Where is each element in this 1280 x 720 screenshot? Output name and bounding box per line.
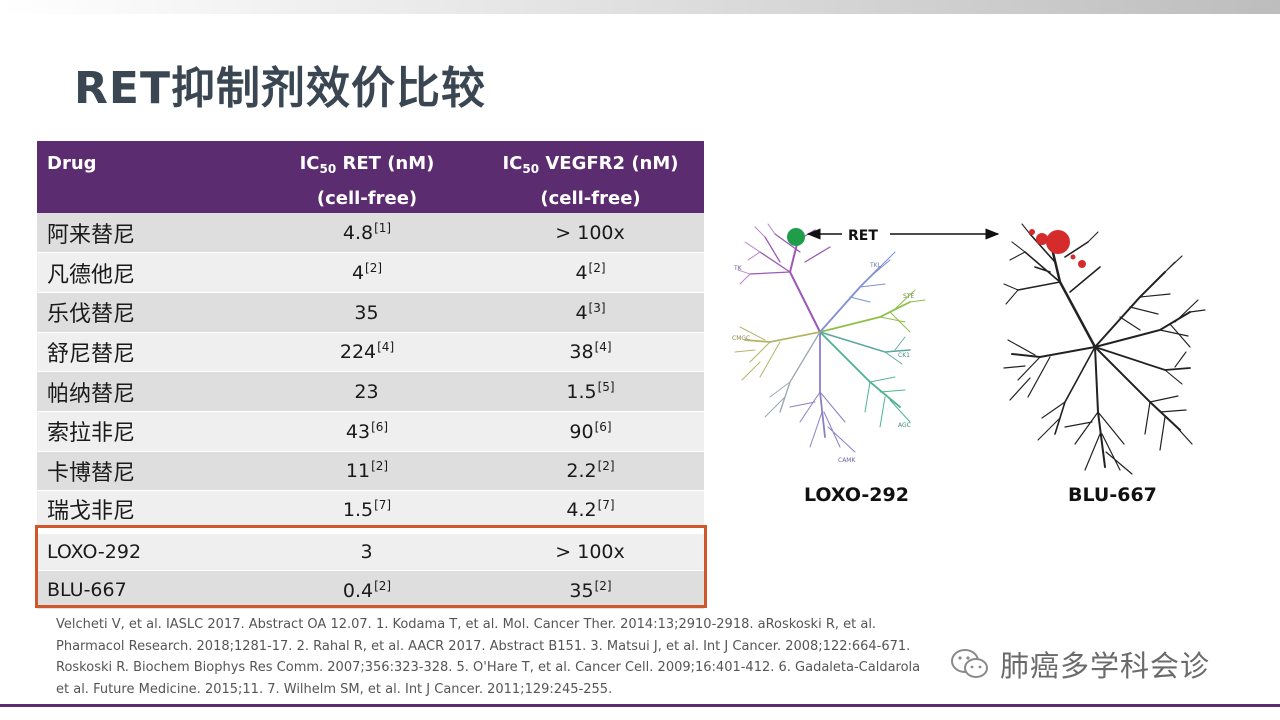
- table-row: 索拉非尼 43[6] 90[6]: [37, 411, 704, 452]
- table-row: 卡博替尼 11[2] 2.2[2]: [37, 451, 704, 492]
- ic50-ret-value: 3: [257, 527, 477, 571]
- top-gradient-bar: [0, 0, 1280, 14]
- family-label-tk: TK: [733, 265, 743, 272]
- drug-name: 阿来替尼: [37, 213, 257, 254]
- reference-line: Roskoski R. Biochem Biophys Res Comm. 20…: [56, 660, 921, 675]
- ic50-vegfr2-value: 35[2]: [477, 570, 704, 611]
- ic50-vegfr2-value: 2.2[2]: [477, 451, 704, 492]
- ic50-comparison-table: Drug IC50 RET (nM) (cell-free) IC50 VEGF…: [37, 141, 704, 611]
- wechat-watermark: 肺癌多学科会诊: [950, 642, 1210, 686]
- drug-name: 乐伐替尼: [37, 292, 257, 333]
- header-drug: Drug: [37, 141, 257, 213]
- ret-hit-green-dot: [787, 228, 805, 246]
- family-label-ste: STE: [903, 293, 914, 300]
- caption-blu-667: BLU-667: [1068, 484, 1157, 506]
- ret-label: RET: [848, 228, 878, 244]
- loxo-292-kinome-tree: [734, 223, 926, 453]
- drug-name: 舒尼替尼: [37, 332, 257, 373]
- ic50-vegfr2-value: 4[3]: [477, 292, 704, 333]
- family-label-ck1: CK1: [898, 352, 910, 359]
- family-label-cmgc: CMGC: [732, 335, 750, 342]
- off-target-hit-red-dot: [1029, 229, 1035, 235]
- drug-name: 瑞戈非尼: [37, 490, 257, 531]
- bottom-accent-line: [0, 704, 1280, 707]
- reference-line: Velcheti V, et al. IASLC 2017. Abstract …: [56, 617, 877, 632]
- watermark-text: 肺癌多学科会诊: [1000, 649, 1211, 683]
- reference-line: Pharmacol Research. 2018;1281-17. 2. Rah…: [56, 638, 911, 654]
- ic50-vegfr2-value: 90[6]: [477, 411, 704, 452]
- table-row: 舒尼替尼 224[4] 38[4]: [37, 332, 704, 373]
- blu-667-kinome-tree: [1003, 223, 1206, 475]
- off-target-hit-red-dot: [1036, 233, 1048, 245]
- table-row: 帕纳替尼 23 1.5[5]: [37, 371, 704, 412]
- table-row-highlighted: BLU-667 0.4[2] 35[2]: [37, 570, 704, 611]
- slide-title: RET抑制剂效价比较: [74, 63, 486, 114]
- family-label-tkl: TKL: [869, 262, 882, 269]
- ic50-ret-value: 1.5[7]: [257, 490, 477, 531]
- off-target-hit-red-dot: [1070, 254, 1076, 260]
- table-row: 乐伐替尼 35 4[3]: [37, 292, 704, 333]
- drug-name: LOXO-292: [37, 527, 257, 571]
- drug-name: 凡德他尼: [37, 252, 257, 293]
- caption-loxo-292: LOXO-292: [804, 484, 909, 506]
- drug-name: 索拉非尼: [37, 411, 257, 452]
- ic50-ret-value: 35: [257, 292, 477, 333]
- wechat-icon: [951, 649, 988, 678]
- header-ic50-ret: IC50 RET (nM) (cell-free): [257, 141, 477, 213]
- table-row: 阿来替尼 4.8[1] > 100x: [37, 213, 704, 254]
- table-row: 瑞戈非尼 1.5[7] 4.2[7]: [37, 490, 704, 531]
- ic50-ret-value: 4.8[1]: [257, 213, 477, 254]
- family-label-agc: AGC: [898, 422, 911, 429]
- drug-name: BLU-667: [37, 570, 257, 611]
- ic50-ret-value: 43[6]: [257, 411, 477, 452]
- ic50-ret-value: 11[2]: [257, 451, 477, 492]
- ic50-vegfr2-value: > 100x: [477, 527, 704, 571]
- table-header-row: Drug IC50 RET (nM) (cell-free) IC50 VEGF…: [37, 141, 704, 213]
- ic50-ret-value: 23: [257, 371, 477, 412]
- ret-hit-red-dot-large: [1046, 230, 1070, 254]
- ic50-vegfr2-value: 4.2[7]: [477, 490, 704, 531]
- drug-name: 卡博替尼: [37, 451, 257, 492]
- ic50-ret-value: 224[4]: [257, 332, 477, 373]
- drug-name: 帕纳替尼: [37, 371, 257, 412]
- kinome-tree-figure: TK TKL STE CK1 CMGC AGC CAMK RET: [732, 223, 1206, 475]
- ic50-vegfr2-value: 38[4]: [477, 332, 704, 373]
- ic50-vegfr2-value: > 100x: [477, 213, 704, 254]
- ic50-ret-value: 0.4[2]: [257, 570, 477, 611]
- table-row: 凡德他尼 4[2] 4[2]: [37, 252, 704, 293]
- ic50-ret-value: 4[2]: [257, 252, 477, 293]
- reference-line: et al. Future Medicine. 2015;11. 7. Wilh…: [56, 681, 613, 697]
- header-ic50-vegfr2: IC50 VEGFR2 (nM) (cell-free): [477, 141, 704, 213]
- ic50-vegfr2-value: 1.5[5]: [477, 371, 704, 412]
- off-target-hit-red-dot: [1078, 260, 1086, 268]
- references-block: Velcheti V, et al. IASLC 2017. Abstract …: [56, 614, 976, 700]
- table-row-highlighted: LOXO-292 3 > 100x: [37, 527, 704, 571]
- family-label-camk: CAMK: [838, 457, 856, 464]
- ic50-vegfr2-value: 4[2]: [477, 252, 704, 293]
